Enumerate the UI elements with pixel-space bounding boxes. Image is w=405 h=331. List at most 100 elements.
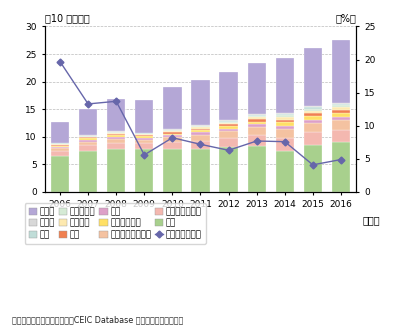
Bar: [107, 99, 125, 131]
Bar: [79, 135, 97, 136]
Bar: [304, 123, 322, 132]
Bar: [220, 123, 238, 124]
Bar: [191, 125, 210, 126]
Bar: [304, 107, 322, 108]
Bar: [107, 149, 125, 192]
Legend: その他, ドイツ, 香港, クウェート, カタール, 日本, 英国, シンガポール, アラブ首長国連邦, サウジアラビア, 米国, 前年比（右軸）: その他, ドイツ, 香港, クウェート, カタール, 日本, 英国, シンガポー…: [25, 203, 206, 244]
Bar: [191, 80, 210, 125]
Bar: [51, 122, 69, 143]
Bar: [163, 135, 181, 137]
Bar: [51, 148, 69, 151]
Bar: [220, 124, 238, 126]
Bar: [247, 135, 266, 146]
Text: （10 億ドル）: （10 億ドル）: [45, 13, 89, 23]
Bar: [332, 142, 350, 192]
Bar: [247, 127, 266, 135]
Bar: [191, 135, 210, 141]
Bar: [332, 120, 350, 130]
Bar: [276, 113, 294, 114]
Bar: [135, 133, 153, 134]
Bar: [163, 133, 181, 135]
Bar: [247, 117, 266, 119]
Bar: [163, 130, 181, 131]
Bar: [191, 126, 210, 127]
Bar: [135, 100, 153, 133]
Bar: [79, 138, 97, 140]
Bar: [276, 114, 294, 115]
Bar: [220, 131, 238, 138]
Bar: [220, 147, 238, 192]
Bar: [191, 130, 210, 132]
Bar: [220, 126, 238, 128]
Bar: [191, 127, 210, 129]
Bar: [51, 146, 69, 147]
Bar: [107, 135, 125, 137]
Bar: [304, 111, 322, 113]
Bar: [51, 145, 69, 146]
Bar: [163, 132, 181, 133]
Bar: [276, 58, 294, 113]
Bar: [247, 63, 266, 114]
Bar: [276, 120, 294, 122]
Bar: [135, 143, 153, 149]
Bar: [135, 135, 153, 136]
Bar: [220, 121, 238, 122]
Bar: [163, 129, 181, 130]
Bar: [332, 113, 350, 117]
Bar: [191, 125, 210, 126]
Bar: [163, 149, 181, 192]
Bar: [247, 114, 266, 115]
Bar: [135, 149, 153, 192]
Bar: [191, 141, 210, 149]
Text: （%）: （%）: [335, 13, 356, 23]
Bar: [247, 146, 266, 192]
Bar: [107, 139, 125, 143]
Bar: [304, 116, 322, 120]
Bar: [332, 110, 350, 113]
Bar: [107, 143, 125, 149]
Bar: [332, 105, 350, 107]
Bar: [107, 137, 125, 139]
Bar: [107, 134, 125, 135]
Bar: [304, 109, 322, 111]
Bar: [276, 138, 294, 151]
Bar: [332, 107, 350, 110]
Bar: [79, 136, 97, 137]
Bar: [304, 113, 322, 116]
Bar: [163, 131, 181, 132]
Bar: [191, 132, 210, 135]
Bar: [51, 151, 69, 156]
Bar: [276, 122, 294, 126]
Bar: [276, 126, 294, 129]
Bar: [247, 116, 266, 117]
Bar: [51, 156, 69, 192]
Bar: [191, 129, 210, 130]
Bar: [163, 142, 181, 149]
Bar: [304, 48, 322, 107]
Bar: [276, 129, 294, 138]
Bar: [220, 120, 238, 121]
Bar: [220, 138, 238, 147]
Bar: [247, 122, 266, 124]
Bar: [332, 103, 350, 104]
Bar: [135, 136, 153, 138]
Bar: [107, 132, 125, 133]
Text: （年）: （年）: [362, 215, 380, 225]
Bar: [191, 149, 210, 192]
Bar: [220, 122, 238, 123]
Bar: [276, 117, 294, 120]
Bar: [107, 131, 125, 132]
Bar: [247, 115, 266, 116]
Bar: [135, 140, 153, 143]
Bar: [51, 143, 69, 144]
Bar: [79, 151, 97, 192]
Bar: [79, 109, 97, 135]
Bar: [220, 72, 238, 120]
Bar: [79, 145, 97, 151]
Bar: [332, 40, 350, 103]
Bar: [163, 137, 181, 142]
Bar: [107, 133, 125, 134]
Bar: [247, 124, 266, 127]
Bar: [79, 140, 97, 142]
Bar: [332, 104, 350, 105]
